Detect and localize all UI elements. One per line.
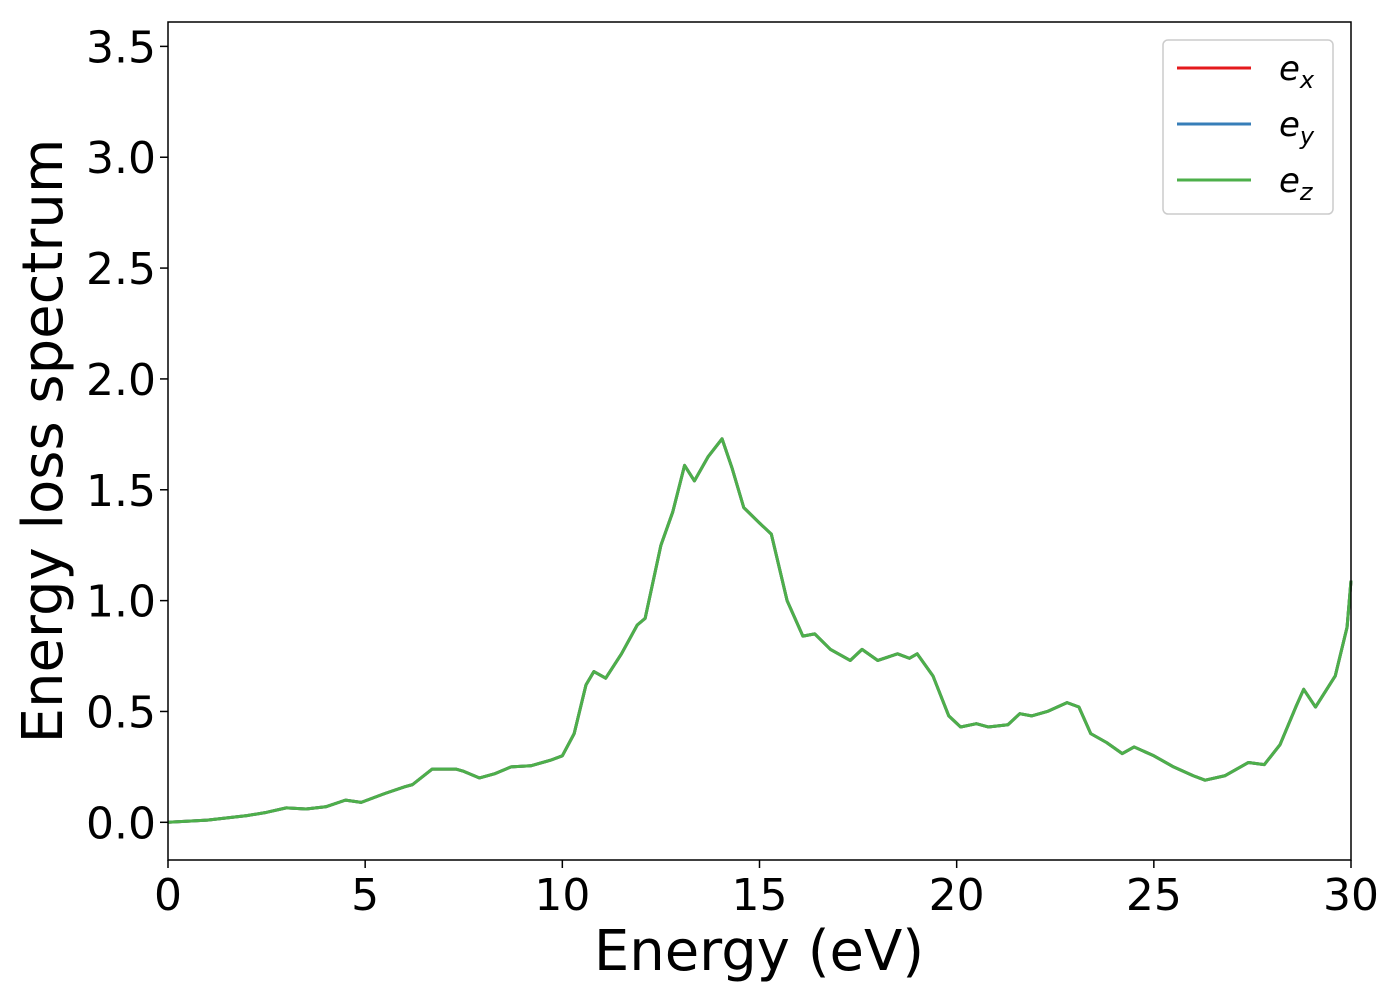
y-tick-label: 0.0 (86, 798, 156, 849)
y-tick-label: 1.0 (86, 577, 156, 628)
legend-label: ez (1279, 161, 1314, 206)
plot-frame (167, 21, 1352, 861)
x-tick-label: 25 (1126, 870, 1182, 921)
x-tick-label: 30 (1323, 870, 1379, 921)
x-tick-label: 5 (351, 870, 379, 921)
legend-label: ey (1279, 105, 1315, 150)
y-tick-label: 3.5 (86, 22, 156, 73)
y-axis-label: Energy loss spectrum (11, 139, 76, 744)
series-line (167, 437, 1353, 824)
legend-box (1162, 39, 1334, 215)
y-tick-label: 2.5 (86, 244, 156, 295)
y-tick-label: 2.0 (86, 355, 156, 406)
legend-label: ex (1279, 49, 1315, 94)
x-tick-label: 20 (929, 870, 985, 921)
series-line (167, 437, 1353, 824)
y-tick-label: 1.5 (86, 466, 156, 517)
x-tick-label: 10 (534, 870, 590, 921)
series-line (167, 437, 1353, 824)
x-tick-label: 0 (154, 870, 182, 921)
y-tick-label: 3.0 (86, 133, 156, 184)
x-axis-label: Energy (eV) (594, 919, 924, 984)
x-tick-label: 15 (732, 870, 788, 921)
y-tick-label: 0.5 (86, 687, 156, 738)
